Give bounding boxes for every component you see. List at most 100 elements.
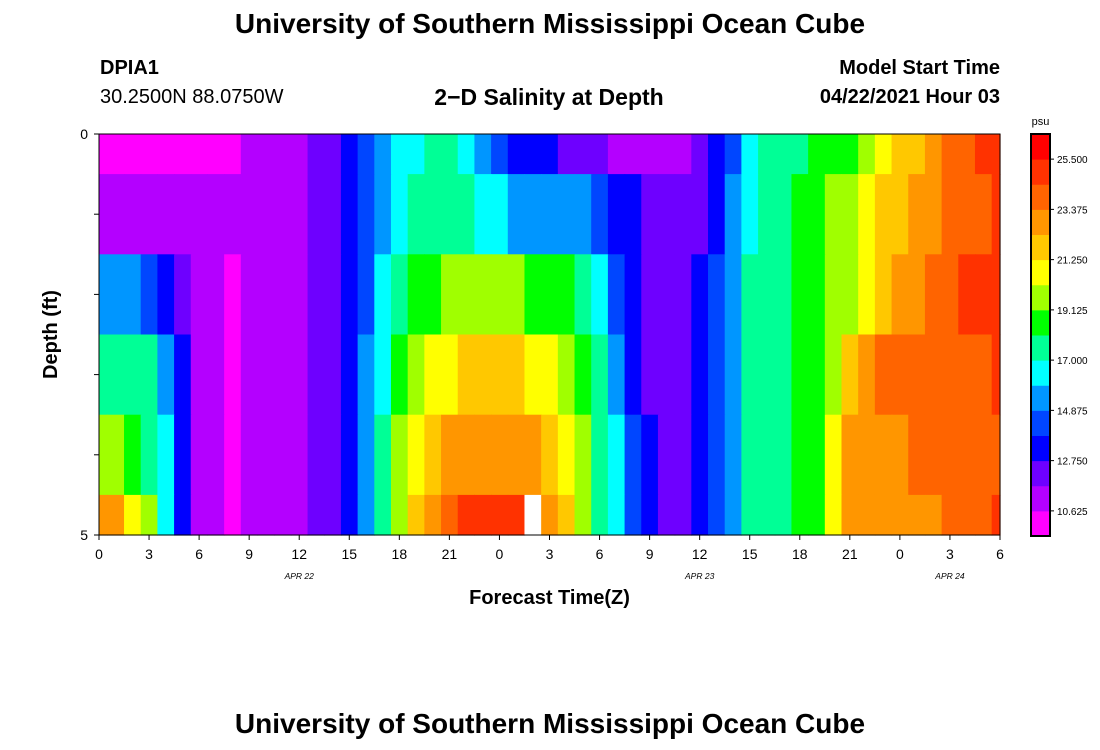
colorbar-tick-label: 21.250 — [1057, 256, 1088, 267]
heatmap-cell — [991, 254, 1001, 336]
y-tick-label: 0 — [80, 126, 88, 142]
heatmap-cell — [991, 134, 1001, 175]
heatmap-cell — [858, 414, 876, 496]
heatmap-cell — [858, 494, 876, 536]
date-label: APR 22 — [284, 571, 315, 581]
heatmap-cell — [524, 174, 542, 255]
heatmap-cell — [157, 174, 175, 255]
heatmap-cell — [424, 174, 442, 255]
heatmap-cell — [641, 174, 659, 255]
heatmap-cell — [324, 334, 342, 416]
heatmap-cell — [541, 334, 559, 416]
heatmap-cell — [541, 134, 559, 175]
heatmap-cell — [224, 254, 242, 336]
heatmap-cell — [174, 414, 192, 496]
heatmap-cell — [891, 134, 909, 175]
heatmap-cell — [858, 174, 876, 255]
x-tick-label: 6 — [996, 546, 1004, 562]
heatmap-cell — [758, 494, 776, 536]
heatmap-cell — [724, 494, 742, 536]
heatmap-cell — [924, 414, 943, 496]
heatmap-cell — [858, 254, 876, 336]
x-tick-label: 12 — [692, 546, 708, 562]
heatmap-cell — [774, 494, 793, 536]
heatmap-cell — [357, 414, 375, 496]
heatmap-cell — [357, 334, 375, 416]
heatmap-cell — [974, 134, 993, 175]
heatmap-cell — [507, 254, 526, 336]
heatmap-cell — [374, 414, 392, 496]
heatmap-cell — [240, 254, 259, 336]
heatmap-cell — [474, 494, 492, 536]
heatmap-cell — [224, 494, 242, 536]
heatmap-cell — [908, 174, 926, 255]
heatmap-cell — [874, 494, 893, 536]
heatmap-cell — [624, 334, 642, 416]
heatmap-cell — [99, 414, 108, 496]
heatmap-cell — [374, 334, 392, 416]
heatmap-cell — [924, 494, 943, 536]
heatmap-cell — [657, 174, 676, 255]
heatmap-cell — [474, 174, 492, 255]
heatmap-cell — [824, 494, 843, 536]
heatmap-cell — [290, 174, 309, 255]
x-axis-label: Forecast Time(Z) — [469, 587, 630, 609]
x-tick-label: 15 — [742, 546, 758, 562]
heatmap-cell — [174, 254, 192, 336]
heatmap-cell — [324, 494, 342, 536]
heatmap-cell — [624, 174, 642, 255]
heatmap-cell — [607, 134, 626, 175]
heatmap-cell — [691, 174, 709, 255]
heatmap-cell — [841, 134, 859, 175]
heatmap-cell — [724, 414, 742, 496]
heatmap-cell — [824, 174, 843, 255]
heatmap-cell — [274, 414, 292, 496]
heatmap-cell — [207, 334, 225, 416]
heatmap-cell — [991, 494, 1001, 536]
heatmap-cell — [758, 254, 776, 336]
x-tick-label: 6 — [596, 546, 604, 562]
heatmap-cell — [824, 134, 843, 175]
heatmap-cell — [140, 494, 158, 536]
colorbar-swatch — [1031, 159, 1050, 185]
heatmap-cell — [591, 334, 609, 416]
heatmap-cell — [674, 414, 692, 496]
heatmap-cell — [591, 414, 609, 496]
heatmap-cell — [924, 134, 943, 175]
heatmap-cell — [774, 414, 793, 496]
x-tick-label: 3 — [546, 546, 554, 562]
heatmap-cell — [207, 134, 225, 175]
heatmap-cell — [924, 254, 943, 336]
heatmap-cell — [874, 134, 893, 175]
heatmap-cell — [758, 334, 776, 416]
heatmap-cell — [124, 494, 142, 536]
heatmap-cell — [240, 334, 259, 416]
heatmap-cell — [607, 254, 626, 336]
heatmap-cell — [507, 494, 526, 536]
heatmap-cell — [99, 494, 108, 536]
heatmap-cell — [491, 134, 509, 175]
heatmap-cell — [591, 174, 609, 255]
heatmap-cell — [340, 414, 359, 496]
heatmap-cell — [357, 254, 375, 336]
heatmap-cell — [891, 494, 909, 536]
heatmap-cell — [190, 414, 209, 496]
heatmap-cell — [507, 414, 526, 496]
heatmap-cell — [641, 414, 659, 496]
heatmap-cell — [340, 334, 359, 416]
heatmap-cell — [99, 134, 108, 175]
x-tick-label: 21 — [842, 546, 858, 562]
heatmap-cell — [657, 134, 676, 175]
heatmap-cell — [758, 174, 776, 255]
heatmap-cell — [791, 494, 809, 536]
heatmap-cell — [958, 334, 976, 416]
heatmap-cell — [207, 414, 225, 496]
y-axis-label: Depth (ft) — [40, 290, 62, 379]
colorbar-swatch — [1031, 510, 1050, 537]
heatmap-cell — [724, 334, 742, 416]
heatmap-cell — [474, 134, 492, 175]
heatmap-cell — [891, 254, 909, 336]
heatmap-cell — [991, 414, 1001, 496]
heatmap-cell — [774, 174, 793, 255]
heatmap-cell — [240, 414, 259, 496]
